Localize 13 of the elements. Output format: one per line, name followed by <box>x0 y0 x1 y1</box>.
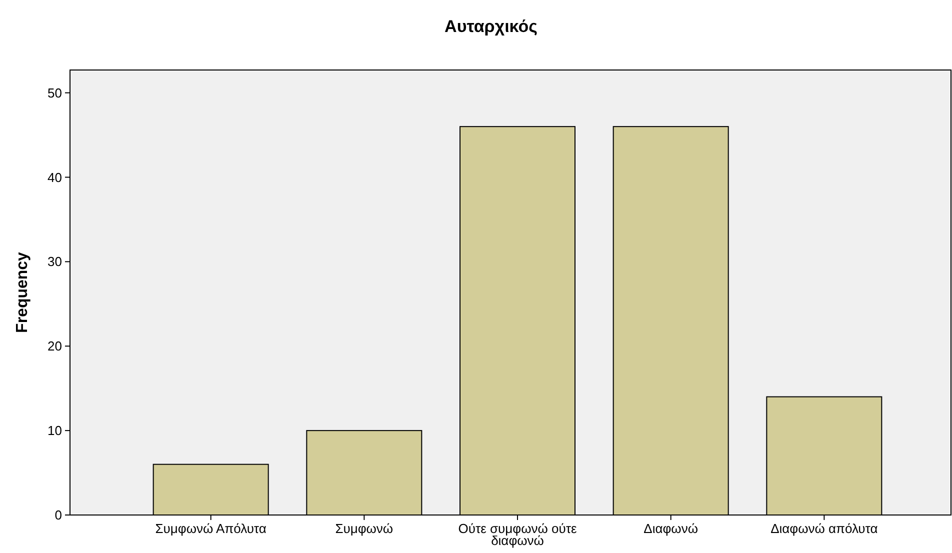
y-tick-label: 50 <box>48 85 62 100</box>
x-tick-label: Συμφωνώ Απόλυτα <box>155 521 267 536</box>
y-tick-label: 20 <box>48 338 62 354</box>
x-tick-label: Ούτε συμφωνώ ούτε διαφωνώ <box>458 521 577 548</box>
y-tick-label: 30 <box>48 254 62 270</box>
y-tick-label: 0 <box>54 508 62 523</box>
y-axis-title: Frequency <box>14 252 31 333</box>
chart-title: Αυταρχικός <box>444 17 538 36</box>
y-tick-label: 40 <box>48 170 62 185</box>
y-tick-label: 10 <box>48 423 62 438</box>
x-tick-label: Συμφωνώ <box>335 521 394 536</box>
x-tick-label: Διαφωνώ απόλυτα <box>770 521 878 536</box>
x-tick-label: Διαφωνώ <box>644 521 698 536</box>
